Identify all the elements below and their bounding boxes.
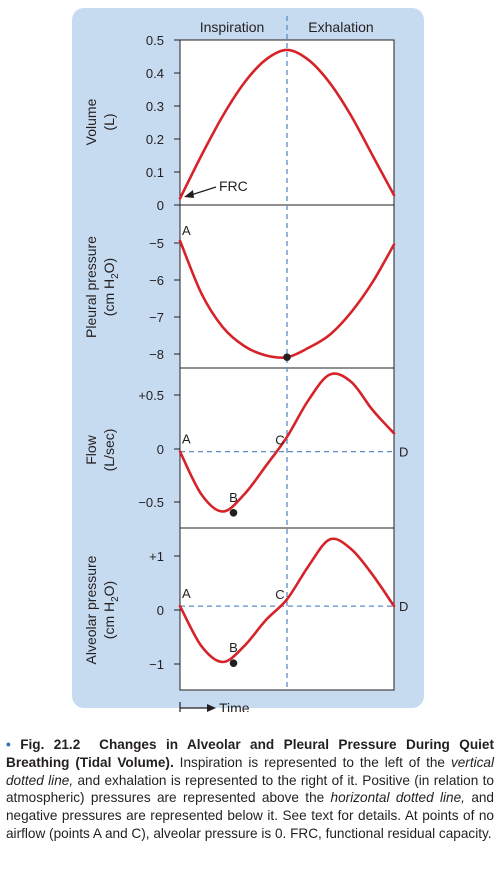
time-axis-label: Time [219, 700, 250, 712]
caption-emphasis-1: vertical dotted line, [6, 754, 494, 788]
pleural-unit-sub: 2 [110, 273, 121, 279]
volume-panel [179, 39, 395, 206]
caption-text-1: Inspiration is represented to the left o… [173, 754, 451, 770]
volume-tick-label: 0.1 [146, 165, 164, 180]
header-exhalation: Exhalation [308, 19, 373, 35]
volume-axis-title: Volume [83, 98, 99, 145]
caption-bullet: • [6, 737, 11, 752]
volume-tick-label: 0.4 [146, 66, 164, 81]
flow-tick-label: −0.5 [138, 495, 164, 510]
plot-boxes [179, 39, 395, 691]
frc-arrow-line [190, 186, 217, 196]
flow-axis-title: Flow [83, 434, 99, 464]
frc-arrow-head [184, 190, 194, 198]
time-axis: Time [179, 700, 250, 712]
volume-curve [178, 48, 396, 200]
alveolar-pressure-curve [178, 537, 396, 664]
alveolar-unit-a: (cm H [101, 602, 117, 639]
frc-annotation: FRC [184, 178, 248, 198]
alveolar-pressure-point-label: D [399, 599, 408, 614]
header-inspiration: Inspiration [200, 19, 265, 35]
volume-tick-label: 0.3 [146, 99, 164, 114]
pleural-axis-title: Pleural pressure [83, 236, 99, 338]
flow-point-label: D [399, 445, 408, 460]
alveolar-pressure-point-label: C [275, 587, 284, 602]
alveolar-axis-unit: (cm H2O) [101, 581, 121, 639]
pleural-pressure-point-label: A [182, 223, 191, 238]
breathing-mechanics-figure: Inspiration Exhalation 0 0.1 0.2 0.3 0.4 0.5 −… [72, 8, 424, 712]
volume-axis-unit: (L) [101, 113, 117, 130]
alveolar-pressure-point-label: B [229, 640, 238, 655]
flow-point-label: A [182, 432, 191, 447]
flow-axis-unit: (L/sec) [101, 429, 117, 472]
alveolar-pressure-tick-label: +1 [149, 549, 164, 564]
frc-label: FRC [219, 178, 248, 194]
time-axis-arrow-head [207, 704, 216, 712]
alveolar-unit-b: O) [101, 581, 117, 597]
alveolar-pressure-tick-label: 0 [157, 603, 164, 618]
pleural-pressure-tick-label: −8 [149, 347, 164, 362]
flow-point-marker [229, 508, 238, 517]
pleural-pressure-point-marker [283, 353, 291, 362]
figure-caption: • Fig. 21.2 Changes in Alveolar and Pleu… [6, 736, 494, 843]
caption-label: Fig. 21.2 [20, 737, 81, 752]
volume-tick-label: 0 [157, 198, 164, 213]
flow-point-label: B [229, 490, 238, 505]
alveolar-axis-title: Alveolar pressure [83, 555, 99, 664]
flow-point-label: C [275, 433, 284, 448]
pleural-pressure-tick-label: −6 [149, 273, 164, 288]
caption-text-3: and negative pressures are represented b… [6, 790, 494, 841]
pleural-pressure-tick-label: −7 [149, 310, 164, 325]
caption-title: Changes in Alveolar and Pleural Pressure… [6, 737, 495, 770]
alveolar-pressure-point-marker [229, 659, 238, 667]
alveolar-pressure-tick-label: −1 [149, 657, 164, 672]
flow-tick-label: 0 [157, 442, 164, 457]
flow-tick-label: +0.5 [138, 388, 164, 403]
volume-tick-label: 0.2 [146, 132, 164, 147]
pleural-pressure-tick-label: −5 [149, 236, 164, 251]
volume-tick-label: 0.5 [146, 33, 164, 48]
pleural-unit-b: O) [101, 258, 117, 274]
chart-layer: 0 0.1 0.2 0.3 0.4 0.5 −5 −6 −7 −8 A +0.5 0 −0.5 A B C D +1… [138, 33, 408, 672]
alveolar-unit-sub: 2 [110, 596, 121, 602]
pleural-unit-a: (cm H [101, 279, 117, 316]
flow-curve [178, 372, 396, 513]
caption-text-2: and exhalation is represented to the rig… [6, 772, 494, 806]
alveolar-pressure-point-label: A [182, 586, 191, 601]
pleural-axis-unit: (cm H2O) [101, 258, 121, 316]
caption-emphasis-2: horizontal dotted line, [330, 790, 465, 806]
